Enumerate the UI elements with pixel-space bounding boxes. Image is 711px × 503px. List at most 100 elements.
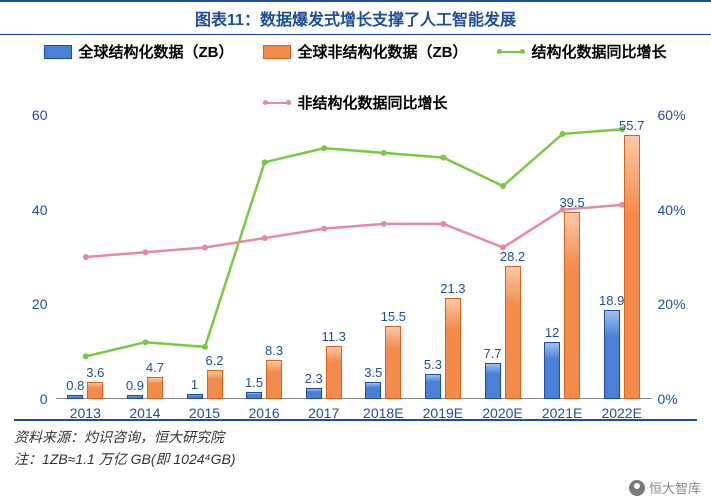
- line-unstructured-growth-marker: [202, 245, 208, 251]
- bar-group: 16.22015: [187, 370, 223, 399]
- bar-unstructured: 11.3: [326, 346, 342, 399]
- line-unstructured-growth-marker: [82, 254, 88, 260]
- plot-area: 0.83.620130.94.7201416.220151.58.320162.…: [16, 115, 696, 425]
- bar-structured: 3.5: [365, 382, 381, 399]
- bar-group: 1.58.32016: [246, 360, 282, 399]
- y-right-tick: 0%: [658, 391, 694, 407]
- bar-unstructured: 28.2: [505, 266, 521, 399]
- x-tick-label: 2021E: [542, 405, 582, 421]
- swatch-bar2: [263, 45, 291, 59]
- line-structured-growth-marker: [261, 159, 267, 165]
- line-structured-growth-marker: [559, 131, 565, 137]
- x-tick-label: 2019E: [423, 405, 463, 421]
- x-tick-label: 2020E: [482, 405, 522, 421]
- bar-group: 3.515.52018E: [365, 326, 401, 399]
- bar-structured: 12: [544, 342, 560, 399]
- bar-label: 0.9: [126, 378, 144, 393]
- bar-group: 2.311.32017: [306, 346, 342, 399]
- legend-line2-label: 非结构化数据同比增长: [297, 92, 447, 113]
- bar-label: 6.2: [205, 353, 223, 368]
- swatch-bar1: [44, 45, 72, 59]
- bar-label: 3.6: [86, 365, 104, 380]
- y-right-tick: 20%: [658, 296, 694, 312]
- swatch-line1: [497, 51, 525, 53]
- line-unstructured-growth: [85, 205, 621, 257]
- y-right-tick: 40%: [658, 202, 694, 218]
- line-structured-growth-marker: [440, 155, 446, 161]
- bar-group: 18.955.72022E: [604, 135, 640, 399]
- grid-region: 0.83.620130.94.7201416.220151.58.320162.…: [56, 115, 652, 399]
- line-unstructured-growth-marker: [440, 221, 446, 227]
- legend-line1-label: 结构化数据同比增长: [531, 41, 666, 62]
- bar-label: 0.8: [66, 378, 84, 393]
- line-structured-growth-marker: [321, 145, 327, 151]
- bar-label: 28.2: [500, 249, 525, 264]
- line-structured-growth-marker: [500, 183, 506, 189]
- note-text: 注：1ZB≈1.1 万亿 GB(即 1024⁴GB): [14, 449, 697, 469]
- bar-label: 55.7: [619, 118, 644, 133]
- bar-unstructured: 3.6: [87, 382, 103, 399]
- line-structured-growth-marker: [82, 353, 88, 359]
- x-tick-label: 2013: [70, 405, 101, 421]
- line-structured-growth-marker: [380, 150, 386, 156]
- y-left-tick: 20: [20, 296, 48, 312]
- bar-structured: 2.3: [306, 388, 322, 399]
- bar-label: 7.7: [483, 346, 501, 361]
- legend-line2: 非结构化数据同比增长: [263, 92, 447, 113]
- x-tick-label: 2018E: [363, 405, 403, 421]
- bar-structured: 1.5: [246, 392, 262, 399]
- line-structured-growth-marker: [142, 339, 148, 345]
- line-unstructured-growth-marker: [261, 235, 267, 241]
- bar-group: 0.83.62013: [67, 382, 103, 399]
- bar-unstructured: 6.2: [207, 370, 223, 399]
- watermark: 恒大智库: [629, 478, 701, 497]
- legend-line1: 结构化数据同比增长: [497, 41, 666, 62]
- chart-title: 图表11：数据爆发式增长支撑了人工智能发展: [0, 0, 711, 35]
- chart-area: 全球结构化数据（ZB） 全球非结构化数据（ZB） 结构化数据同比增长 非结构化数…: [16, 35, 696, 415]
- bar-group: 1239.52021E: [544, 212, 580, 399]
- bar-label: 12: [545, 325, 559, 340]
- x-tick-label: 2016: [249, 405, 280, 421]
- x-tick-label: 2022E: [601, 405, 641, 421]
- bar-unstructured: 8.3: [266, 360, 282, 399]
- bar-structured: 1: [187, 394, 203, 399]
- y-right-tick: 60%: [658, 107, 694, 123]
- bar-group: 5.321.32019E: [425, 298, 461, 399]
- line-structured-growth-marker: [202, 344, 208, 350]
- bar-unstructured: 15.5: [385, 326, 401, 399]
- watermark-text: 恒大智库: [649, 478, 701, 497]
- bar-label: 4.7: [146, 360, 164, 375]
- bar-label: 18.9: [599, 293, 624, 308]
- legend-bar2: 全球非结构化数据（ZB）: [263, 41, 467, 62]
- x-tick-label: 2017: [308, 405, 339, 421]
- line-structured-growth: [85, 129, 621, 356]
- bar-label: 11.3: [322, 329, 346, 344]
- legend-bar1: 全球结构化数据（ZB）: [44, 41, 233, 62]
- bar-label: 1.5: [245, 375, 263, 390]
- bar-label: 5.3: [424, 357, 442, 372]
- bar-structured: 0.9: [127, 395, 143, 399]
- y-left-tick: 40: [20, 202, 48, 218]
- bar-unstructured: 55.7: [624, 135, 640, 399]
- bar-label: 21.3: [440, 281, 465, 296]
- wechat-icon: [629, 480, 645, 496]
- line-unstructured-growth-marker: [142, 249, 148, 255]
- legend: 全球结构化数据（ZB） 全球非结构化数据（ZB） 结构化数据同比增长 非结构化数…: [16, 35, 696, 115]
- bar-unstructured: 39.5: [564, 212, 580, 399]
- legend-bar1-label: 全球结构化数据（ZB）: [78, 41, 233, 62]
- line-unstructured-growth-marker: [321, 226, 327, 232]
- legend-bar2-label: 全球非结构化数据（ZB）: [297, 41, 467, 62]
- line-unstructured-growth-marker: [380, 221, 386, 227]
- bar-label: 15.5: [381, 309, 406, 324]
- bar-structured: 18.9: [604, 310, 620, 399]
- bar-unstructured: 4.7: [147, 377, 163, 399]
- bar-label: 1: [191, 377, 198, 392]
- bar-structured: 5.3: [425, 374, 441, 399]
- bar-label: 39.5: [559, 195, 584, 210]
- y-left-tick: 60: [20, 107, 48, 123]
- x-tick-label: 2015: [189, 405, 220, 421]
- bar-unstructured: 21.3: [445, 298, 461, 399]
- bar-group: 7.728.22020E: [485, 266, 521, 399]
- bar-structured: 7.7: [485, 363, 501, 399]
- bar-label: 3.5: [364, 365, 382, 380]
